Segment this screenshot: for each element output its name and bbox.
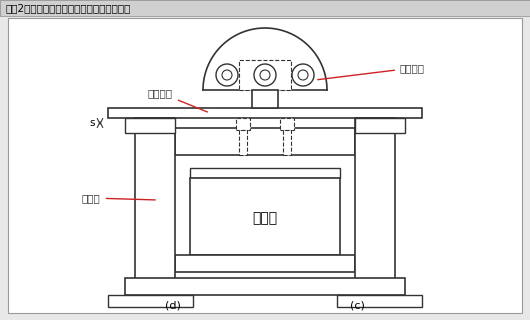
Circle shape [260, 70, 270, 80]
Circle shape [222, 70, 232, 80]
Bar [0, 0, 530, 16]
Bar [236, 118, 250, 130]
Bar [0, 0, 530, 16]
Bar [283, 130, 291, 155]
Text: 金　型: 金 型 [252, 211, 278, 225]
Bar [108, 108, 422, 118]
Bar [280, 118, 294, 130]
Bar [239, 60, 291, 90]
Bar [355, 118, 395, 295]
Bar [252, 90, 278, 108]
Bar [175, 128, 355, 155]
Circle shape [254, 64, 276, 86]
Text: (c): (c) [350, 301, 365, 311]
Circle shape [292, 64, 314, 86]
Bar [355, 118, 405, 133]
Bar [337, 295, 422, 307]
Bar [239, 130, 247, 155]
Bar [135, 118, 175, 295]
Text: ポスト: ポスト [82, 193, 155, 203]
Circle shape [216, 64, 238, 86]
Bar [108, 295, 193, 307]
Bar [190, 178, 340, 255]
Text: スライド: スライド [148, 88, 207, 112]
Text: シャンク: シャンク [318, 63, 425, 80]
Text: s: s [90, 118, 95, 128]
Bar [175, 255, 355, 272]
Text: (d): (d) [165, 301, 181, 311]
Bar [190, 168, 340, 178]
Bar [125, 118, 175, 133]
Circle shape [298, 70, 308, 80]
Bar [125, 278, 405, 295]
Text: 【囲2】シャンクとダイセットポストの関係: 【囲2】シャンクとダイセットポストの関係 [5, 3, 130, 13]
